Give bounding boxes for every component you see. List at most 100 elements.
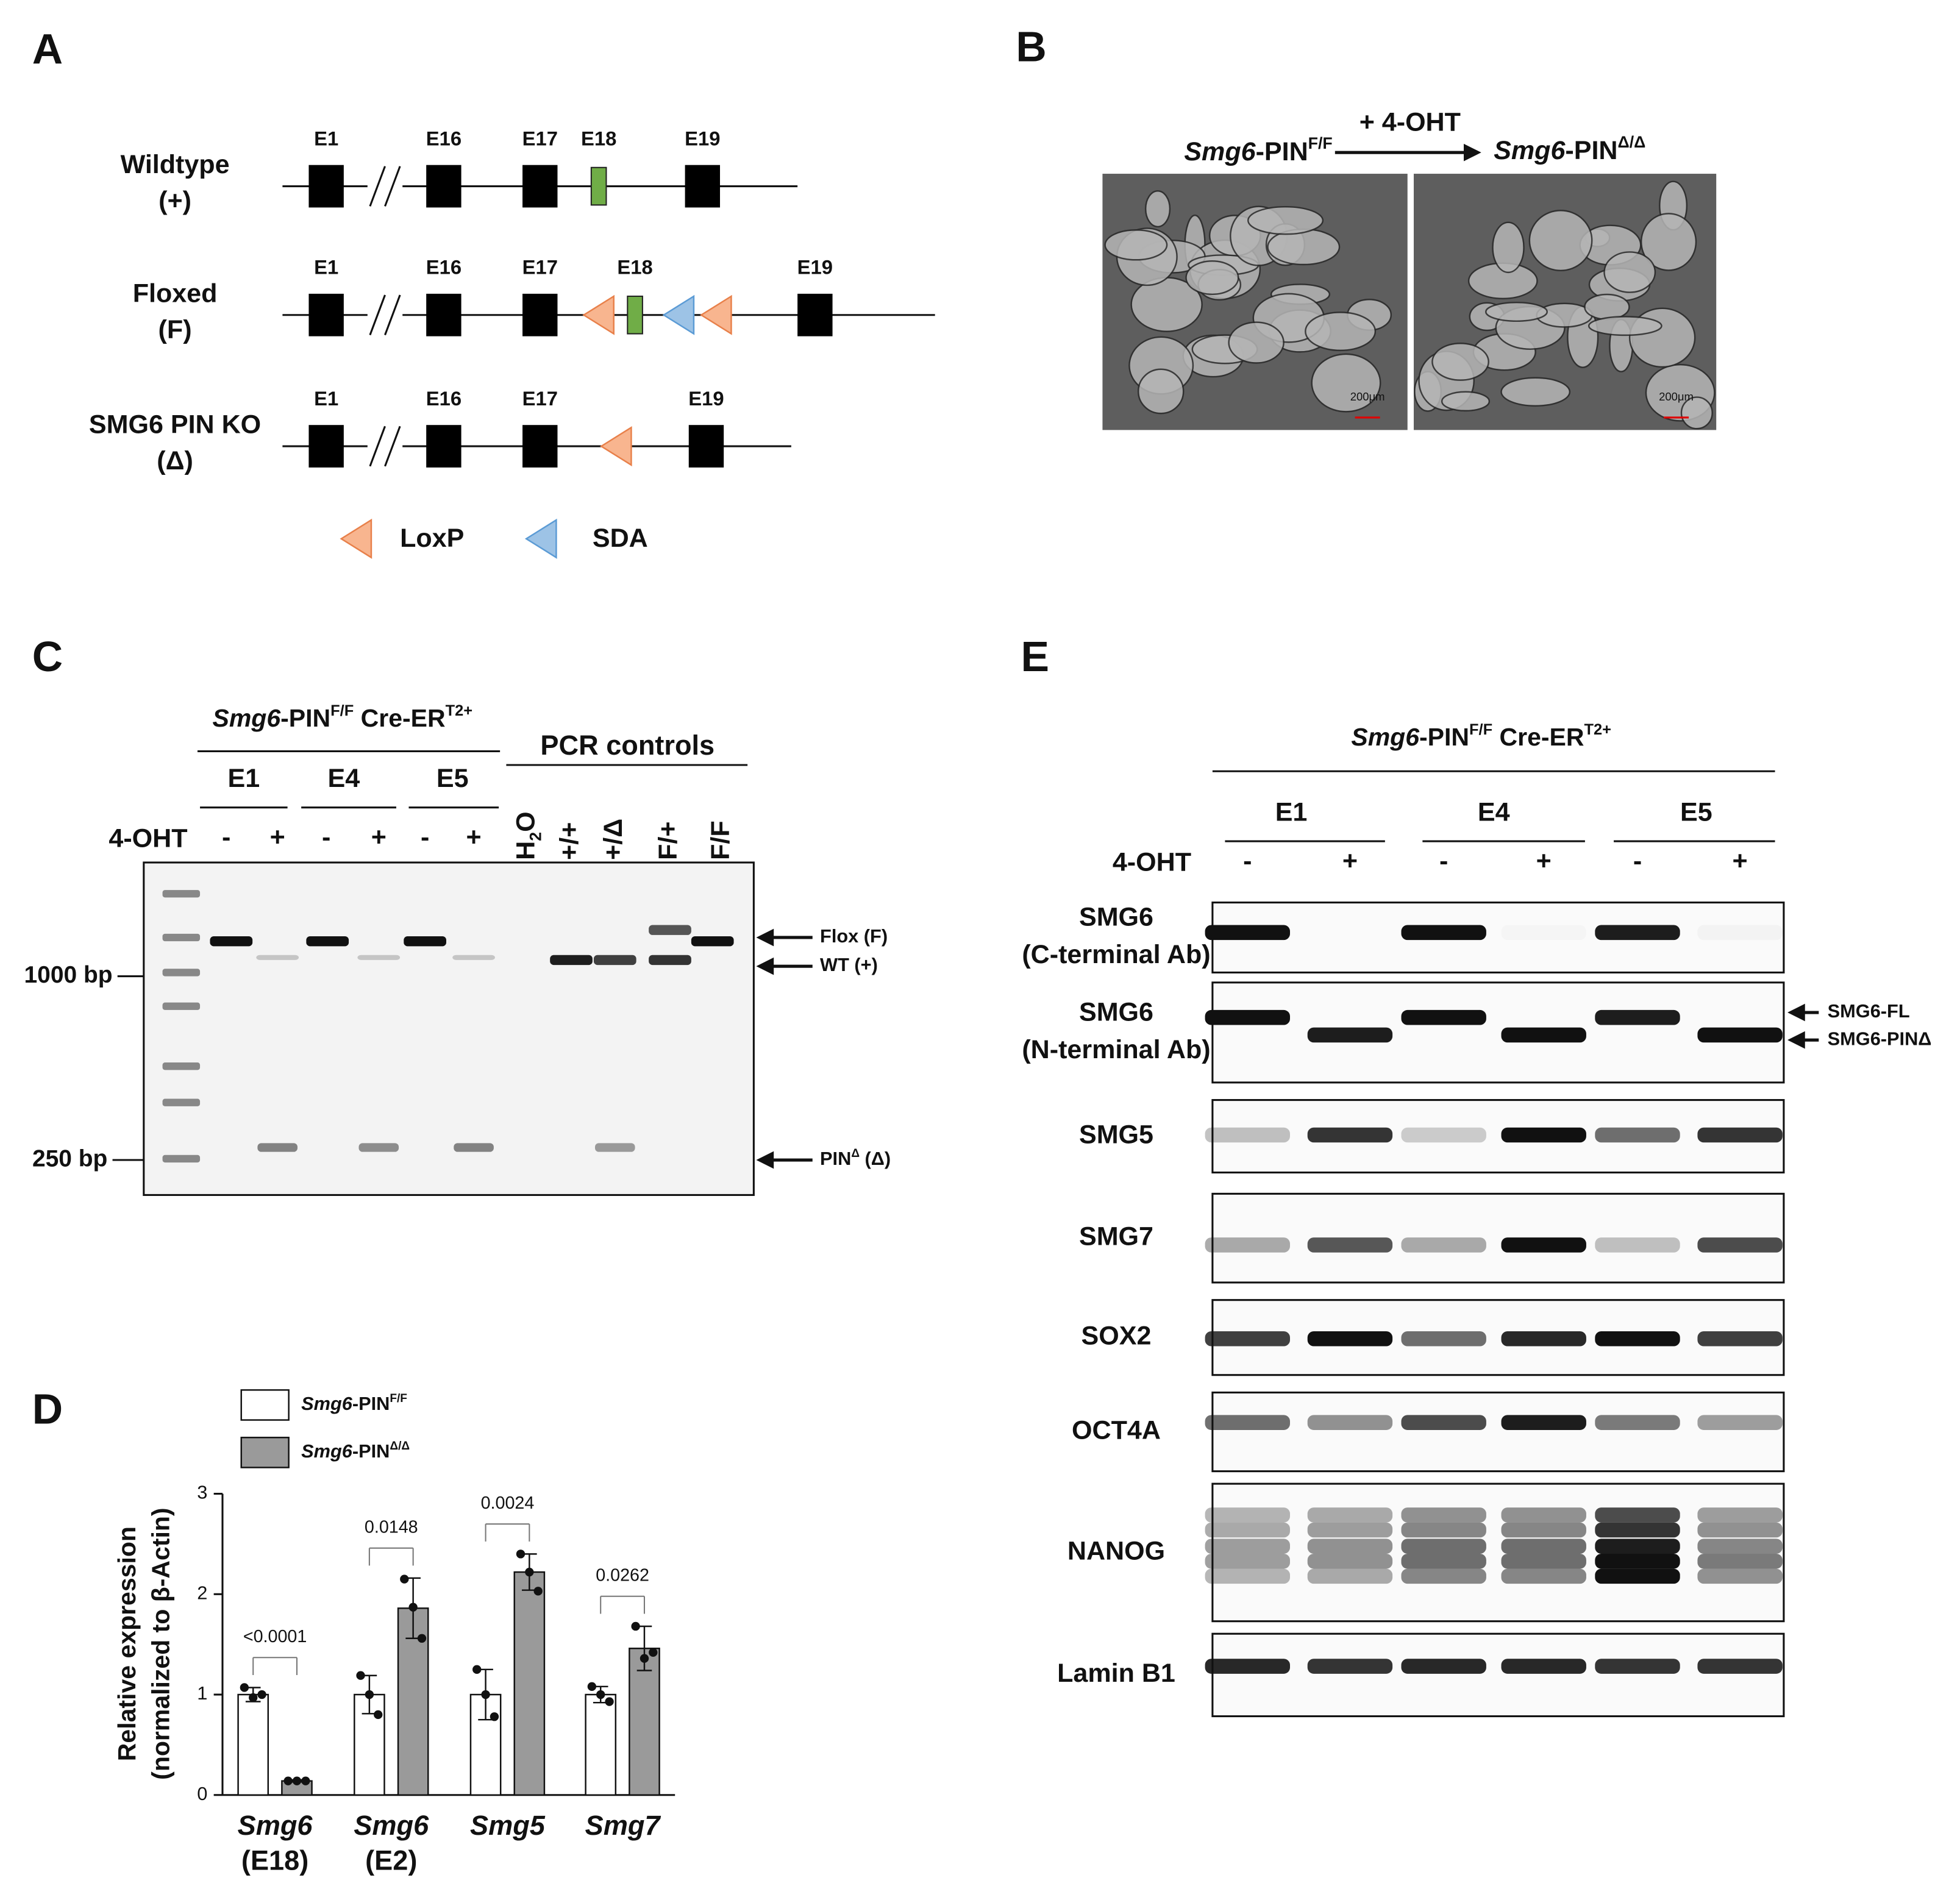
treatment-sign: +: [371, 822, 387, 852]
blot-band: [1401, 1553, 1486, 1569]
legend-swatch: [240, 1437, 290, 1468]
cell-colony: [1311, 353, 1381, 413]
blot-band: [1595, 1127, 1680, 1143]
gel-band: [454, 1143, 494, 1152]
data-point: [587, 1682, 597, 1692]
blot-band: [1595, 1415, 1680, 1430]
exon-label: E16: [426, 387, 461, 410]
exon-label: E17: [522, 256, 558, 279]
blot-band: [1307, 1237, 1393, 1253]
clone-label: E1: [227, 764, 260, 793]
cell-colony: [1588, 316, 1662, 336]
blot-band: [1501, 1568, 1586, 1584]
text-part: Δ/Δ: [1618, 133, 1646, 151]
text-part: F/F: [1308, 134, 1333, 152]
text-part: F/F: [706, 820, 735, 860]
data-point: [490, 1712, 499, 1721]
blot-band: [1401, 1507, 1486, 1523]
isoform-label: SMG6-PINΔ: [1828, 1028, 1932, 1049]
sda-site: [662, 294, 695, 335]
exon: [797, 293, 833, 336]
text-part: H: [511, 841, 541, 860]
blot-label: SMG6: [1079, 903, 1153, 932]
arrow-head: [756, 928, 774, 947]
data-point: [640, 1654, 649, 1663]
blot-band: [1205, 1415, 1290, 1430]
ladder-band: [162, 1098, 201, 1106]
genotype-label: Smg6-PINΔ/Δ: [1494, 133, 1645, 165]
data-point: [516, 1550, 526, 1559]
panel-label: D: [32, 1386, 63, 1433]
arrow-head: [756, 957, 774, 975]
blot-label: SOX2: [1082, 1322, 1152, 1351]
panel-label: E: [1021, 633, 1049, 680]
cell-colony: [1528, 210, 1593, 272]
blot-band: [1205, 1553, 1290, 1569]
blot-band: [1501, 1507, 1586, 1523]
x-tick-label: Smg5: [470, 1810, 546, 1841]
blot-band: [1205, 1522, 1290, 1538]
cell-colony: [1584, 293, 1630, 321]
text-part: -PIN: [280, 704, 330, 732]
text-part: -PIN: [1256, 138, 1308, 167]
cell-colony: [1431, 343, 1489, 381]
x-tick-sublabel: (E2): [365, 1845, 417, 1876]
band-label: WT (+): [820, 954, 878, 975]
blot-band: [1307, 1659, 1393, 1674]
blot-band: [1205, 1659, 1290, 1674]
gel-band: [452, 955, 495, 960]
genotype-label: Smg6-PINF/F: [1184, 134, 1332, 166]
blot-band: [1307, 1522, 1393, 1538]
blot-label: SMG5: [1079, 1120, 1153, 1149]
data-point: [408, 1603, 418, 1612]
break-mark: [369, 425, 386, 467]
control-label: F/F: [706, 820, 735, 860]
legend-label: LoxP: [400, 524, 464, 553]
blot-band: [1595, 1009, 1680, 1025]
text-part: -PIN: [1419, 723, 1469, 751]
blot-label: (C-terminal Ab): [1022, 940, 1210, 969]
blot-band: [1501, 1331, 1586, 1347]
exon: [426, 293, 461, 336]
scale-bar-label: 200μm: [1350, 390, 1385, 403]
blot: [1211, 902, 1785, 973]
blot-band: [1595, 1237, 1680, 1253]
text-part: Smg6: [1184, 138, 1256, 167]
exon-label: E17: [522, 387, 558, 410]
treatment-sign: +: [466, 822, 482, 852]
treatment-label: + 4-OHT: [1360, 107, 1461, 137]
text-part: T2+: [446, 702, 472, 719]
cell-colony: [1104, 229, 1168, 261]
blot-band: [1501, 1027, 1586, 1043]
gel-band: [649, 955, 691, 966]
data-point: [596, 1690, 605, 1699]
blot-band: [1697, 1553, 1783, 1569]
blot-band: [1501, 1659, 1586, 1674]
text-part: F/+: [654, 821, 683, 859]
legend-label: SDA: [593, 524, 648, 553]
exon-label: E18: [617, 256, 652, 279]
ladder-band: [162, 1062, 201, 1070]
exon-floxed: [627, 295, 643, 335]
legend-swatch: [240, 1389, 290, 1421]
blot-band: [1401, 1659, 1486, 1674]
controls-title: PCR controls: [540, 730, 715, 761]
data-point: [249, 1693, 258, 1703]
treatment-sign: -: [322, 822, 330, 852]
control-label: +/Δ: [599, 819, 628, 860]
treatment-sign: +: [1733, 846, 1748, 875]
blot-band: [1501, 1553, 1586, 1569]
arrow-head: [756, 1151, 774, 1169]
size-marker: 1000 bp: [24, 962, 113, 988]
legend-label: Smg6-PINΔ/Δ: [301, 1439, 410, 1462]
band-label: Flox (F): [820, 925, 888, 947]
text-part: T2+: [1584, 721, 1611, 738]
exon-floxed: [590, 166, 607, 206]
text-part: Δ: [851, 1147, 860, 1160]
size-marker: 250 bp: [32, 1145, 107, 1172]
gel-band: [210, 936, 253, 947]
y-axis-title: (normalized to β-Actin): [146, 1507, 174, 1779]
exon-label: E1: [314, 127, 338, 149]
construct-allele: (F): [159, 315, 192, 344]
x-tick-label: Smg6: [238, 1810, 313, 1841]
